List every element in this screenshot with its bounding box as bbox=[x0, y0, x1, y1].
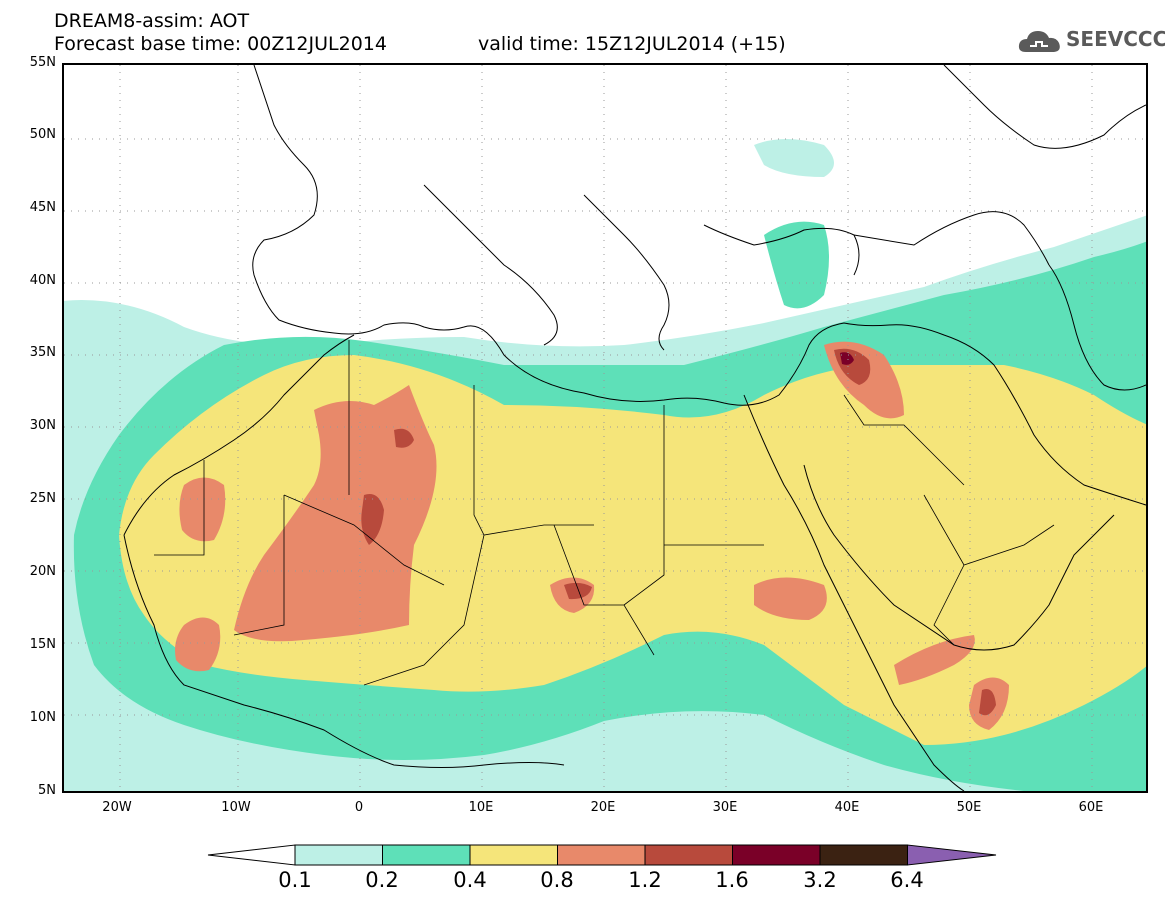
valid-time: valid time: 15Z12JUL2014 (+15) bbox=[478, 33, 786, 55]
colorbar-swatch bbox=[644, 844, 733, 866]
lon-label: 10W bbox=[221, 800, 251, 815]
lon-label: 20E bbox=[590, 800, 616, 815]
colorbar-svg bbox=[207, 844, 997, 866]
lat-label: 50N bbox=[29, 127, 56, 142]
colorbar-left-arrow bbox=[207, 844, 296, 866]
lon-label: 40E bbox=[834, 800, 860, 815]
cloud-icon bbox=[1018, 31, 1060, 52]
colorbar-label: 0.8 bbox=[540, 868, 574, 892]
aot-level-0.8-field bbox=[175, 341, 1009, 730]
lat-label: 40N bbox=[29, 273, 56, 288]
country-borders bbox=[154, 340, 1055, 686]
colorbar-swatch bbox=[557, 844, 646, 866]
colorbar-swatch bbox=[469, 844, 558, 866]
lat-label: 45N bbox=[29, 200, 56, 215]
chart-title: DREAM8-assim: AOT bbox=[54, 10, 250, 32]
lat-label: 5N bbox=[38, 783, 56, 798]
lon-label: 0 bbox=[354, 800, 364, 815]
colorbar-label: 0.2 bbox=[365, 868, 399, 892]
seevccc-logo bbox=[1016, 24, 1156, 58]
colorbar-right-arrow bbox=[907, 844, 997, 866]
aot-map bbox=[64, 65, 1146, 791]
lat-label: 30N bbox=[29, 418, 56, 433]
colorbar-label: 6.4 bbox=[890, 868, 924, 892]
colorbar-label: 1.2 bbox=[628, 868, 662, 892]
lat-label: 35N bbox=[29, 345, 56, 360]
aot-level-1.6-field bbox=[840, 352, 854, 365]
lat-label: 55N bbox=[29, 55, 56, 70]
colorbar-swatch bbox=[294, 844, 383, 866]
coastlines bbox=[123, 65, 1146, 791]
forecast-base-time: Forecast base time: 00Z12JUL2014 bbox=[54, 33, 387, 55]
logo-text: SEEVCCC bbox=[1066, 27, 1165, 51]
lon-label: 60E bbox=[1078, 800, 1104, 815]
lon-label: 30E bbox=[712, 800, 738, 815]
lon-label: 10E bbox=[468, 800, 494, 815]
lat-label: 15N bbox=[29, 637, 56, 652]
colorbar-label: 1.6 bbox=[715, 868, 749, 892]
lat-label: 25N bbox=[29, 491, 56, 506]
colorbar-swatch bbox=[732, 844, 821, 866]
colorbar-label: 0.1 bbox=[278, 868, 312, 892]
colorbar-swatch bbox=[819, 844, 908, 866]
colorbar-swatch bbox=[382, 844, 471, 866]
colorbar-label: 3.2 bbox=[803, 868, 837, 892]
map-plot-area bbox=[62, 63, 1148, 793]
lat-label: 20N bbox=[29, 564, 56, 579]
lon-label: 20W bbox=[102, 800, 132, 815]
colorbar bbox=[0, 835, 1165, 905]
lon-label: 50E bbox=[956, 800, 982, 815]
lat-label: 10N bbox=[29, 710, 56, 725]
colorbar-label: 0.4 bbox=[453, 868, 487, 892]
